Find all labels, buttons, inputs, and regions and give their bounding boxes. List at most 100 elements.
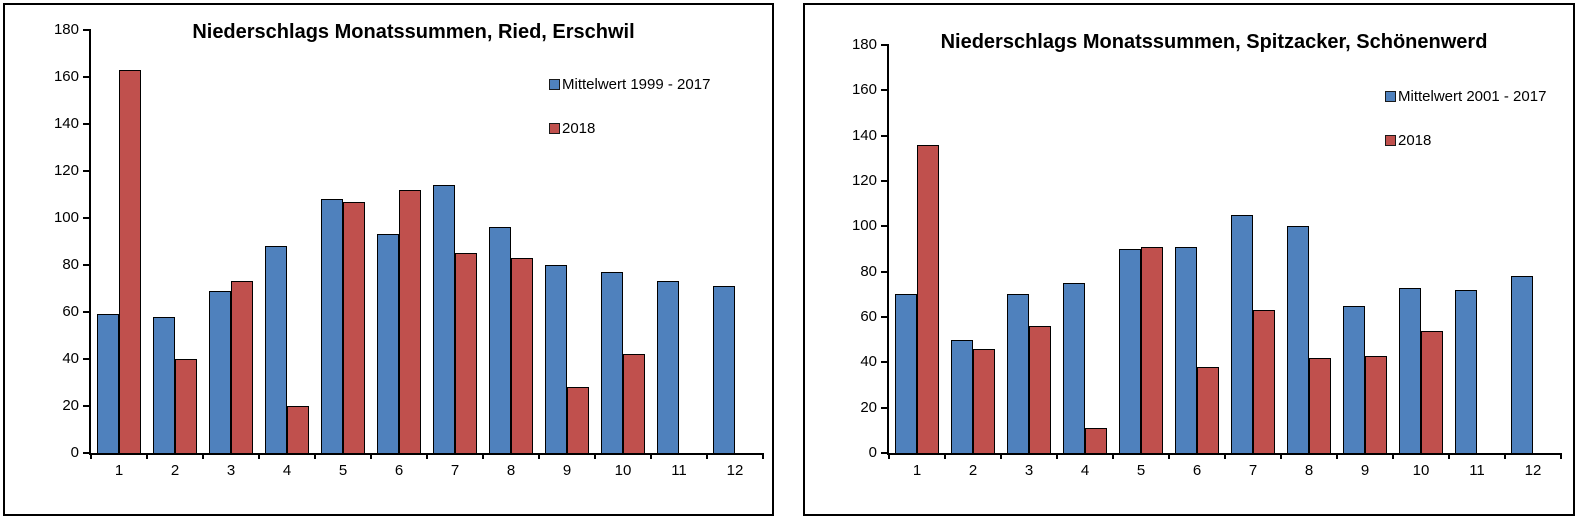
x-category-label: 4 xyxy=(282,462,292,479)
x-axis-tick xyxy=(90,453,92,459)
y-axis-tick-label: 40 xyxy=(860,353,877,371)
x-category-label: 11 xyxy=(671,462,687,479)
bar-mittelwert-m8 xyxy=(1287,226,1309,453)
y-axis-tick xyxy=(881,406,889,409)
legend-entry-2018: 2018 xyxy=(549,119,710,137)
y-axis-tick xyxy=(83,217,91,219)
bar-mittelwert-m1 xyxy=(97,314,119,453)
x-axis-tick xyxy=(1560,453,1562,459)
x-axis-tick xyxy=(1392,453,1394,459)
bar-2018-m1 xyxy=(917,144,939,453)
bar-2018-m6 xyxy=(1197,366,1219,453)
bar-mittelwert-m9 xyxy=(545,265,567,453)
bar-mittelwert-m7 xyxy=(1231,215,1253,453)
bar-2018-m3 xyxy=(231,281,253,453)
bar-mittelwert-m5 xyxy=(321,199,343,453)
x-category-label: 8 xyxy=(506,462,516,479)
x-axis-tick xyxy=(482,453,484,459)
bar-2018-m3 xyxy=(1029,326,1051,453)
bar-mittelwert-m4 xyxy=(1063,283,1085,453)
bar-mittelwert-m8 xyxy=(489,227,511,453)
bar-mittelwert-m2 xyxy=(951,339,973,453)
chart-panel-ried-erschwil: Niederschlags Monatssummen, Ried, Erschw… xyxy=(3,3,774,516)
y-axis-tick xyxy=(83,311,91,313)
x-category-label: 11 xyxy=(1469,462,1485,479)
legend-label-mittelwert: Mittelwert 2001 - 2017 xyxy=(1398,87,1547,105)
x-category-label: 5 xyxy=(1136,462,1146,479)
bar-mittelwert-m2 xyxy=(153,316,175,453)
x-category-label: 6 xyxy=(1192,462,1202,479)
x-axis-tick xyxy=(1336,453,1338,459)
bar-2018-m8 xyxy=(511,257,533,453)
y-axis-tick-label: 120 xyxy=(851,172,877,189)
y-axis-tick-label: 0 xyxy=(70,444,79,461)
y-axis-tick-label: 180 xyxy=(851,36,877,53)
bar-mittelwert-m6 xyxy=(1175,246,1197,453)
x-axis-tick xyxy=(202,453,204,459)
bar-2018-m9 xyxy=(567,387,589,453)
x-axis-tick xyxy=(1000,453,1002,459)
legend-swatch-red-icon xyxy=(549,122,560,134)
legend-label-mittelwert: Mittelwert 1999 - 2017 xyxy=(562,75,711,93)
legend-swatch-blue-icon xyxy=(549,78,560,90)
chart-legend: Mittelwert 1999 - 2017 2018 xyxy=(549,75,710,163)
bar-mittelwert-m4 xyxy=(265,246,287,453)
x-category-label: 1 xyxy=(912,462,922,479)
y-axis-tick-label: 120 xyxy=(53,162,79,179)
plot-area: 0 20 40 60 80 100 120 140 160 180 1 2 3 4 5 6 7 8 9 10 11 12 xyxy=(852,36,1562,479)
y-axis-tick-label: 180 xyxy=(53,21,79,38)
y-axis-tick-label: 100 xyxy=(53,209,79,226)
x-axis-tick xyxy=(314,453,316,459)
y-axis-tick-label: 80 xyxy=(62,256,79,273)
bar-mittelwert-m10 xyxy=(1399,287,1421,453)
bar-mittelwert-m11 xyxy=(657,281,679,453)
bar-mittelwert-m10 xyxy=(601,272,623,453)
x-category-label: 12 xyxy=(726,462,744,479)
bar-2018-m5 xyxy=(343,201,365,453)
chart-legend: Mittelwert 2001 - 2017 2018 xyxy=(1385,87,1546,175)
x-category-label: 10 xyxy=(1412,462,1430,479)
y-axis-tick-label: 20 xyxy=(860,398,877,416)
x-axis-tick xyxy=(594,453,596,459)
y-axis-tick xyxy=(881,89,889,92)
bar-2018-m10 xyxy=(623,354,645,453)
bar-mittelwert-m11 xyxy=(1455,289,1477,453)
bar-mittelwert-m12 xyxy=(713,286,735,453)
bar-mittelwert-m3 xyxy=(1007,294,1029,453)
bar-2018-m6 xyxy=(399,189,421,453)
plot-area: 0 20 40 60 80 100 120 140 160 180 1 2 3 4 5 6 7 8 9 10 11 12 xyxy=(54,21,764,479)
x-axis-tick xyxy=(1448,453,1450,459)
bar-mittelwert-m9 xyxy=(1343,305,1365,453)
y-axis-tick-label: 0 xyxy=(868,444,877,461)
x-axis-tick xyxy=(706,453,708,459)
x-axis-tick xyxy=(1224,453,1226,459)
x-category-label: 12 xyxy=(1524,462,1542,479)
y-axis-tick-label: 140 xyxy=(851,126,877,144)
bar-2018-m7 xyxy=(1253,310,1275,453)
bar-mittelwert-m12 xyxy=(1511,276,1533,453)
x-axis-tick xyxy=(762,453,764,459)
y-axis-tick xyxy=(83,170,91,172)
x-category-label: 8 xyxy=(1304,462,1314,479)
y-axis-tick-label: 160 xyxy=(53,68,79,85)
y-axis-tick xyxy=(881,452,889,454)
x-axis-tick xyxy=(888,453,890,459)
x-category-label: 7 xyxy=(1248,462,1258,479)
bar-2018-m1 xyxy=(119,69,141,453)
x-category-label: 2 xyxy=(968,462,978,479)
legend-swatch-blue-icon xyxy=(1385,90,1396,102)
y-axis-tick xyxy=(83,29,91,31)
y-axis-tick xyxy=(83,264,91,266)
x-axis-tick xyxy=(944,453,946,459)
bar-2018-m7 xyxy=(455,253,477,453)
bar-2018-m9 xyxy=(1365,355,1387,453)
x-axis-tick xyxy=(370,453,372,459)
y-axis-tick xyxy=(83,452,91,454)
x-category-label: 6 xyxy=(394,462,404,479)
y-axis-tick xyxy=(881,270,889,273)
x-axis-tick xyxy=(1112,453,1114,459)
x-category-label: 9 xyxy=(562,462,572,479)
x-axis-tick xyxy=(146,453,148,459)
bar-2018-m8 xyxy=(1309,357,1331,453)
